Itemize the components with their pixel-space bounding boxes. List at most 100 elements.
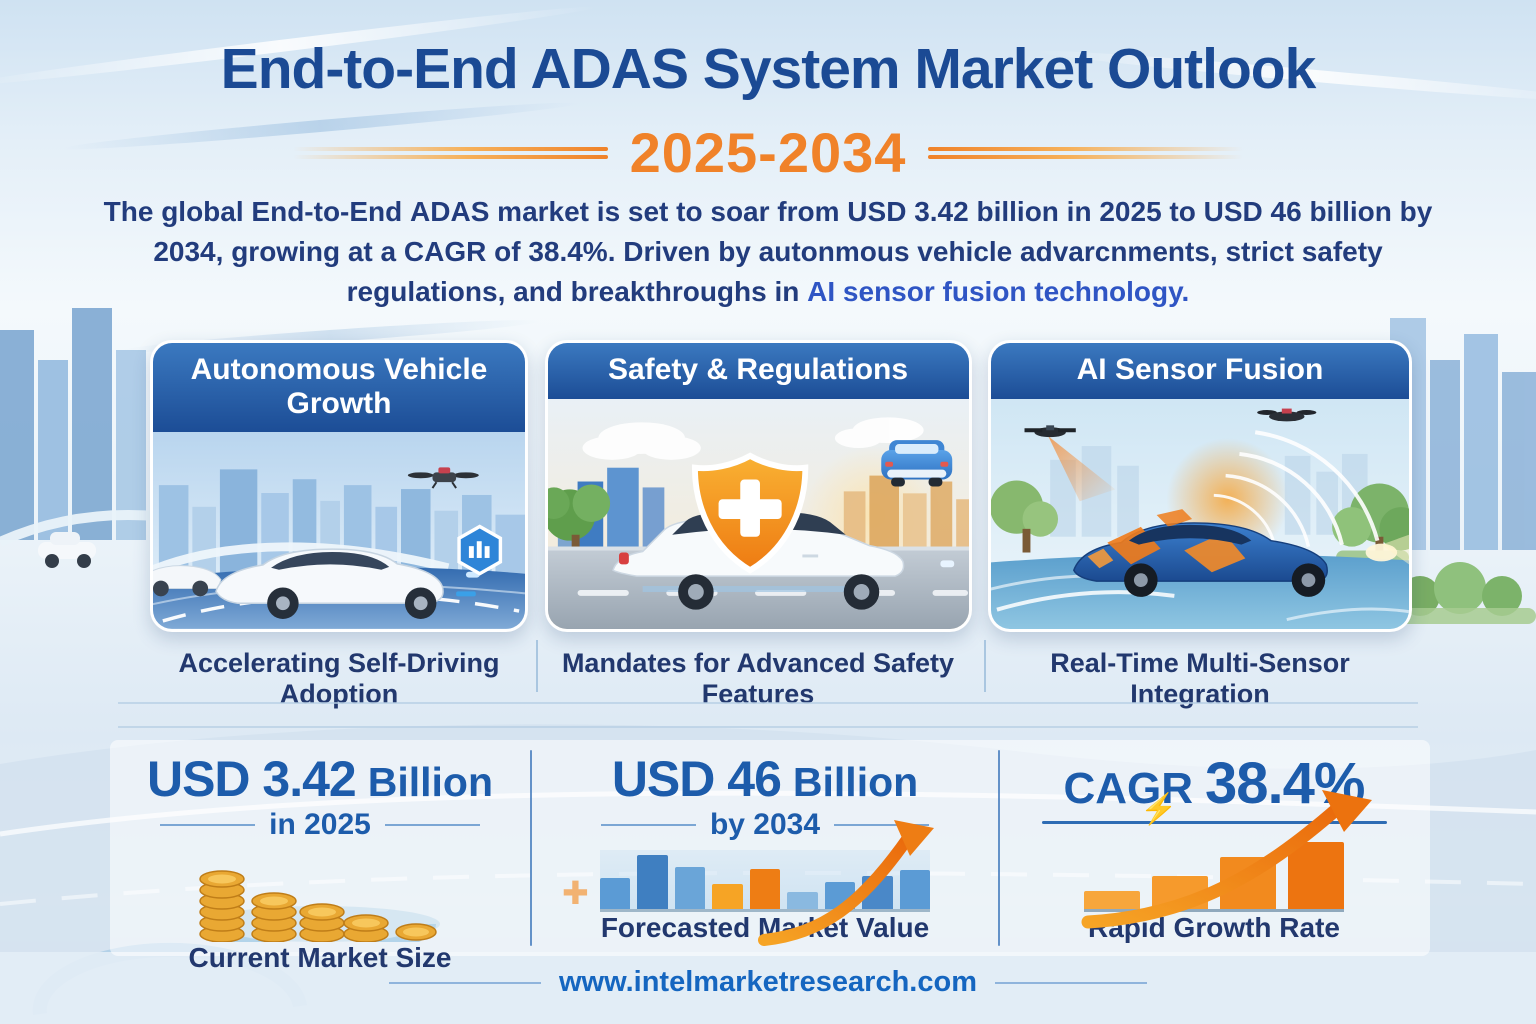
stats-divider xyxy=(998,750,1000,946)
chart-bar xyxy=(1152,876,1208,909)
decorative-line xyxy=(834,824,930,826)
stat-cagr: CAGR 38.4% ⚡ Rapid Growth Rate xyxy=(1000,740,1428,956)
underline xyxy=(1041,821,1387,824)
sensor-waves-icon xyxy=(1213,429,1380,547)
chart-bar xyxy=(1084,891,1140,909)
drone-icon xyxy=(1257,408,1317,421)
intro-text-accent: AI sensor fusion technology. xyxy=(807,275,1190,307)
intro-text-bold: ADAS xyxy=(410,196,490,227)
stat-value-number: 38.4% xyxy=(1205,751,1365,816)
stat-value-number: USD 3.42 xyxy=(146,751,357,807)
intro-text: market is set to soar from xyxy=(489,196,848,227)
intro-text-bold: USD 46 billion xyxy=(1203,196,1392,227)
driver-cards-row: Autonomous Vehicle Growth xyxy=(150,340,1412,632)
safety-shield-illustration xyxy=(547,398,969,629)
stat-period: in 2025 xyxy=(269,808,371,841)
stat-caption: Current Market Size xyxy=(188,942,452,973)
card-autonomous-vehicle-growth: Autonomous Vehicle Growth xyxy=(150,340,528,632)
divider-line xyxy=(118,702,1418,704)
card-title: AI Sensor Fusion xyxy=(991,343,1409,399)
autonomous-vehicle-illustration xyxy=(153,432,525,629)
divider-line xyxy=(118,726,1418,728)
lightning-icon: ⚡ xyxy=(1140,792,1178,826)
intro-text-bold: 2034, xyxy=(153,235,224,267)
stat-current-market: USD 3.42 Billion in 2025 xyxy=(110,740,530,973)
caption-autonomous: Accelerating Self-Driving Adoption xyxy=(178,648,500,709)
decorative-line-left xyxy=(292,146,608,159)
intro-text-bold: USD 3.42 billion xyxy=(847,196,1059,227)
stat-value-unit: Billion xyxy=(792,759,919,805)
decorative-line-right xyxy=(928,146,1244,159)
page-title: End-to-End ADAS System Market Outlook xyxy=(220,37,1317,101)
forecast-bar-chart: ✚ xyxy=(562,820,934,946)
tree xyxy=(547,484,610,557)
intro-text: in 2025 to xyxy=(1058,196,1204,227)
chart-bar xyxy=(787,892,818,909)
stat-forecast-value: USD 46 Billion by 2034 ✚ Forecasted Mark… xyxy=(532,740,998,956)
subtitle-years-row: 2025-2034 xyxy=(0,120,1536,185)
chart-bar xyxy=(712,884,743,909)
ai-sensor-fusion-scene xyxy=(991,398,1409,629)
background-car-icon xyxy=(38,532,96,568)
chart-bar xyxy=(637,854,668,909)
card-captions-row: Accelerating Self-Driving Adoption Manda… xyxy=(150,648,1412,710)
chart-bar xyxy=(674,866,706,909)
chart-bar xyxy=(600,878,631,909)
chart-bar xyxy=(824,881,856,909)
coins-icon xyxy=(170,846,470,942)
flying-car-icon xyxy=(880,439,952,487)
chart-bar xyxy=(749,868,781,909)
stat-value: USD 46 Billion xyxy=(612,750,918,808)
card-safety-regulations: Safety & Regulations xyxy=(544,340,972,632)
intro-text: Driven by autonmous vehicle advarcnments… xyxy=(346,235,1383,307)
chart-bar xyxy=(899,870,930,909)
clouds xyxy=(582,417,924,460)
trees xyxy=(991,480,1409,564)
intro-paragraph: The global End-to-End ADAS market is set… xyxy=(98,192,1438,311)
caption-divider xyxy=(984,640,986,692)
stat-value-number: USD 46 xyxy=(611,751,782,807)
decorative-line xyxy=(389,981,541,984)
intro-text: The global End-to-End xyxy=(103,196,411,227)
stat-period: by 2034 xyxy=(709,808,821,841)
decorative-line xyxy=(995,981,1147,984)
chart-bar xyxy=(1220,856,1276,909)
decorative-line xyxy=(160,824,256,826)
safety-regulations-scene xyxy=(547,398,969,629)
footer: www.intelmarketresearch.com xyxy=(0,966,1536,999)
shield-cross-icon xyxy=(691,452,808,574)
decorative-line xyxy=(384,824,480,826)
plus-icon: ✚ xyxy=(562,875,589,911)
drone-icon xyxy=(1024,424,1116,501)
caption-sensor-fusion: Real-Time Multi-Sensor Integration xyxy=(1050,648,1350,709)
decorative-line xyxy=(600,824,696,826)
stat-caption: Forecasted Market Value xyxy=(600,912,930,943)
intro-text: growing at a CAGR of xyxy=(223,235,529,267)
stat-period-row: in 2025 xyxy=(160,808,480,842)
intro-text-bold: 38.4%. xyxy=(528,235,616,267)
growth-bar-chart: ⚡ xyxy=(1081,789,1372,929)
card-ai-sensor-fusion: AI Sensor Fusion xyxy=(988,340,1412,632)
stat-period-row: by 2034 xyxy=(600,808,930,842)
bridge xyxy=(153,542,450,575)
caption-safety: Mandates for Advanced Safety Features xyxy=(561,648,955,709)
stat-caption: Rapid Growth Rate xyxy=(1087,912,1340,943)
background-car xyxy=(153,565,222,597)
caption-divider xyxy=(536,640,538,692)
intro-text: by xyxy=(1391,196,1433,227)
chart-bar xyxy=(1288,842,1344,909)
card-title: Safety & Regulations xyxy=(547,343,969,399)
stats-divider xyxy=(530,750,532,946)
blue-sensor-car xyxy=(1073,508,1409,597)
hex-badge-icon xyxy=(457,524,503,576)
chart-bar xyxy=(862,875,893,909)
sensor-fusion-illustration xyxy=(991,398,1409,629)
subtitle-years: 2025-2034 xyxy=(629,121,907,184)
card-title: Autonomous Vehicle Growth xyxy=(153,343,525,433)
stat-value-unit: Billion xyxy=(367,759,494,805)
stat-value: USD 3.42 Billion xyxy=(147,750,493,808)
website-link[interactable]: www.intelmarketresearch.com xyxy=(559,966,977,998)
stat-value: CAGR 38.4% xyxy=(1063,750,1365,817)
autonomous-vehicle-scene xyxy=(153,432,525,629)
